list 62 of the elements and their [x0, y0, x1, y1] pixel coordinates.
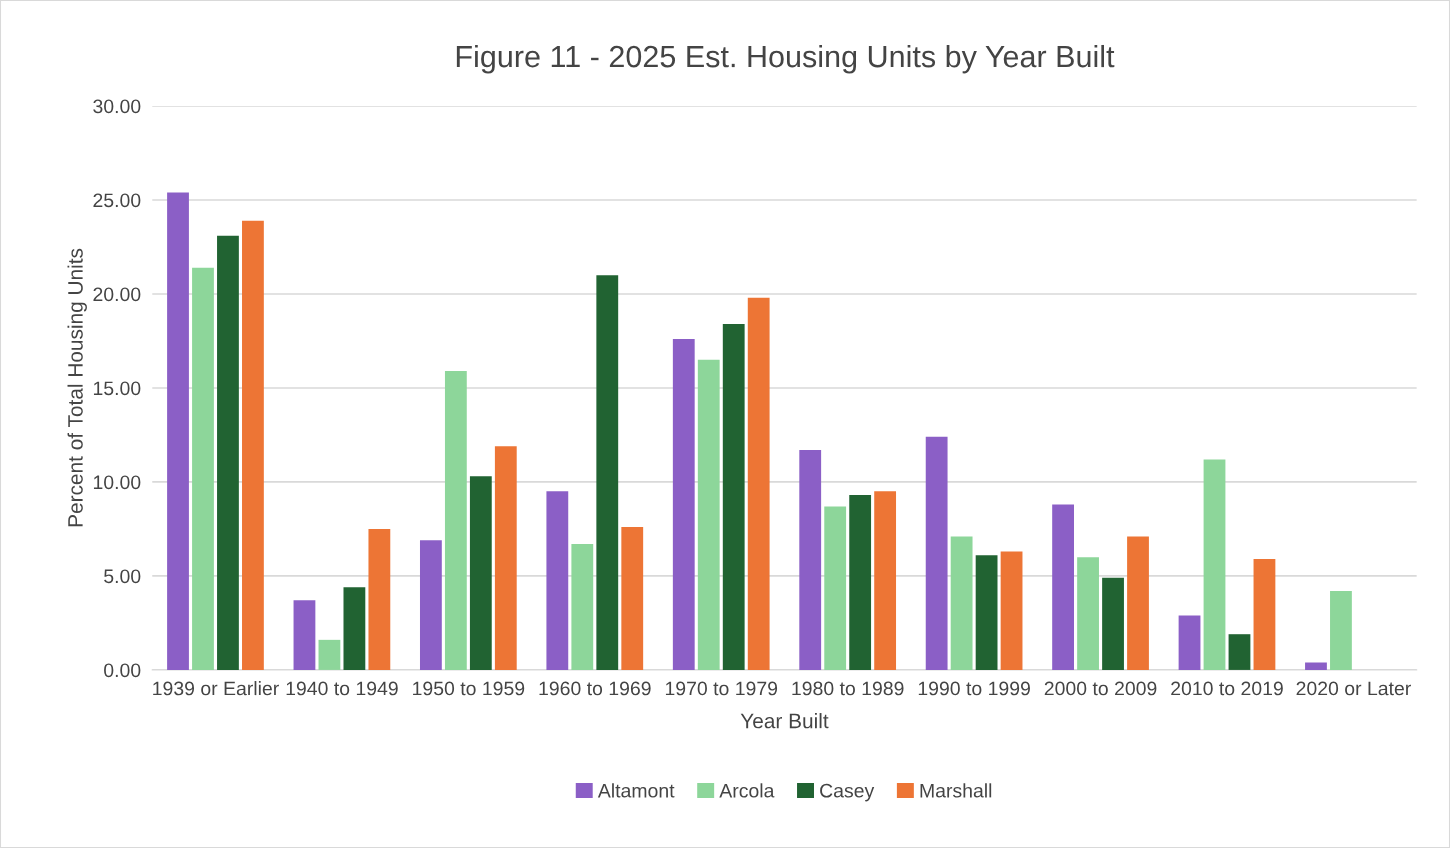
bar — [1203, 459, 1226, 670]
bar — [824, 506, 847, 670]
bar — [975, 555, 998, 670]
bar — [546, 491, 569, 670]
bar — [874, 491, 897, 670]
y-tick-label: 0.00 — [104, 663, 141, 678]
bar — [1102, 577, 1124, 670]
y-tick-label: 25.00 — [93, 193, 141, 208]
bar — [925, 436, 948, 670]
legend-label: Casey — [820, 783, 875, 802]
bar — [167, 192, 189, 670]
bar — [217, 235, 239, 670]
bar — [368, 528, 391, 670]
bar — [1052, 504, 1074, 670]
y-axis-title: Percent of Total Housing Units — [67, 248, 87, 527]
bar — [849, 495, 872, 670]
bar — [621, 527, 644, 670]
bar — [242, 220, 264, 670]
chart-title: Figure 11 - 2025 Est. Housing Units by Year Built — [456, 44, 1115, 74]
y-tick-label: 15.00 — [93, 381, 141, 396]
x-axis-title: Year Built — [740, 713, 829, 729]
y-tick-label: 10.00 — [93, 475, 141, 490]
bar — [1077, 557, 1099, 670]
x-tick-label: 1990 to 1999 — [918, 681, 1030, 696]
bar — [1330, 590, 1352, 670]
bar — [722, 324, 745, 670]
bar — [1127, 536, 1149, 670]
x-tick-label: 2010 to 2019 — [1171, 681, 1283, 696]
bar — [318, 639, 341, 670]
x-tick-label: 1980 to 1989 — [792, 681, 904, 696]
bar — [444, 371, 467, 670]
x-tick-label: 1970 to 1979 — [665, 681, 778, 696]
bar — [494, 446, 517, 670]
x-tick-label: 2000 to 2009 — [1044, 681, 1157, 696]
y-tick-label: 20.00 — [93, 287, 141, 302]
bar — [1178, 615, 1201, 670]
bar — [697, 359, 720, 670]
y-tick-label: 30.00 — [93, 99, 141, 114]
x-tick-label: 2020 or Later — [1296, 681, 1411, 696]
y-tick-label: 5.00 — [104, 569, 141, 584]
bar — [1228, 634, 1251, 670]
x-tick-label: 1950 to 1959 — [413, 681, 525, 696]
bar — [747, 297, 770, 670]
bar — [192, 267, 214, 670]
bar — [1253, 559, 1276, 670]
bar — [1305, 662, 1327, 670]
bar — [571, 543, 594, 670]
legend-label: Arcola — [719, 783, 775, 798]
bar — [1000, 551, 1023, 670]
bar — [343, 587, 366, 670]
legend-label: Altamont — [597, 783, 675, 798]
bar — [469, 476, 492, 670]
x-tick-label: 1940 to 1949 — [286, 681, 398, 696]
legend-label: Marshall — [920, 783, 992, 798]
bar — [596, 275, 619, 670]
x-tick-label: 1939 or Earlier — [153, 681, 279, 696]
bar — [672, 339, 695, 670]
bar — [419, 540, 442, 670]
bar — [293, 600, 316, 670]
bar — [950, 536, 973, 670]
bar — [799, 449, 822, 670]
x-tick-label: 1960 to 1969 — [539, 681, 651, 696]
